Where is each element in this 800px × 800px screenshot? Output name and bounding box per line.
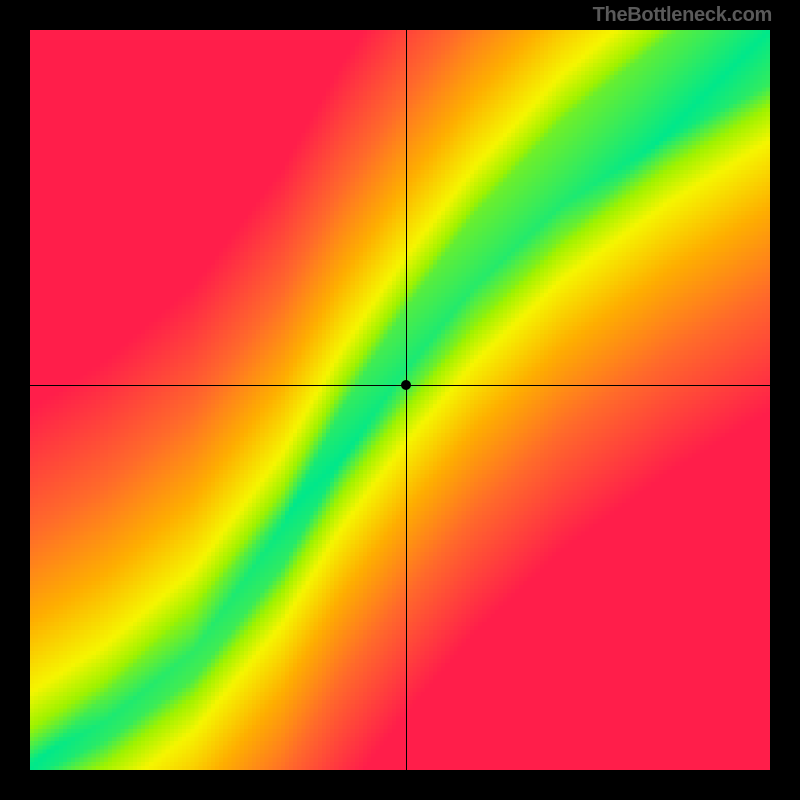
crosshair-marker-dot [401, 380, 411, 390]
crosshair-vertical-line [406, 30, 407, 770]
watermark-text: TheBottleneck.com [593, 4, 772, 27]
bottleneck-heatmap-canvas [30, 30, 770, 770]
heatmap-plot-area [30, 30, 770, 770]
